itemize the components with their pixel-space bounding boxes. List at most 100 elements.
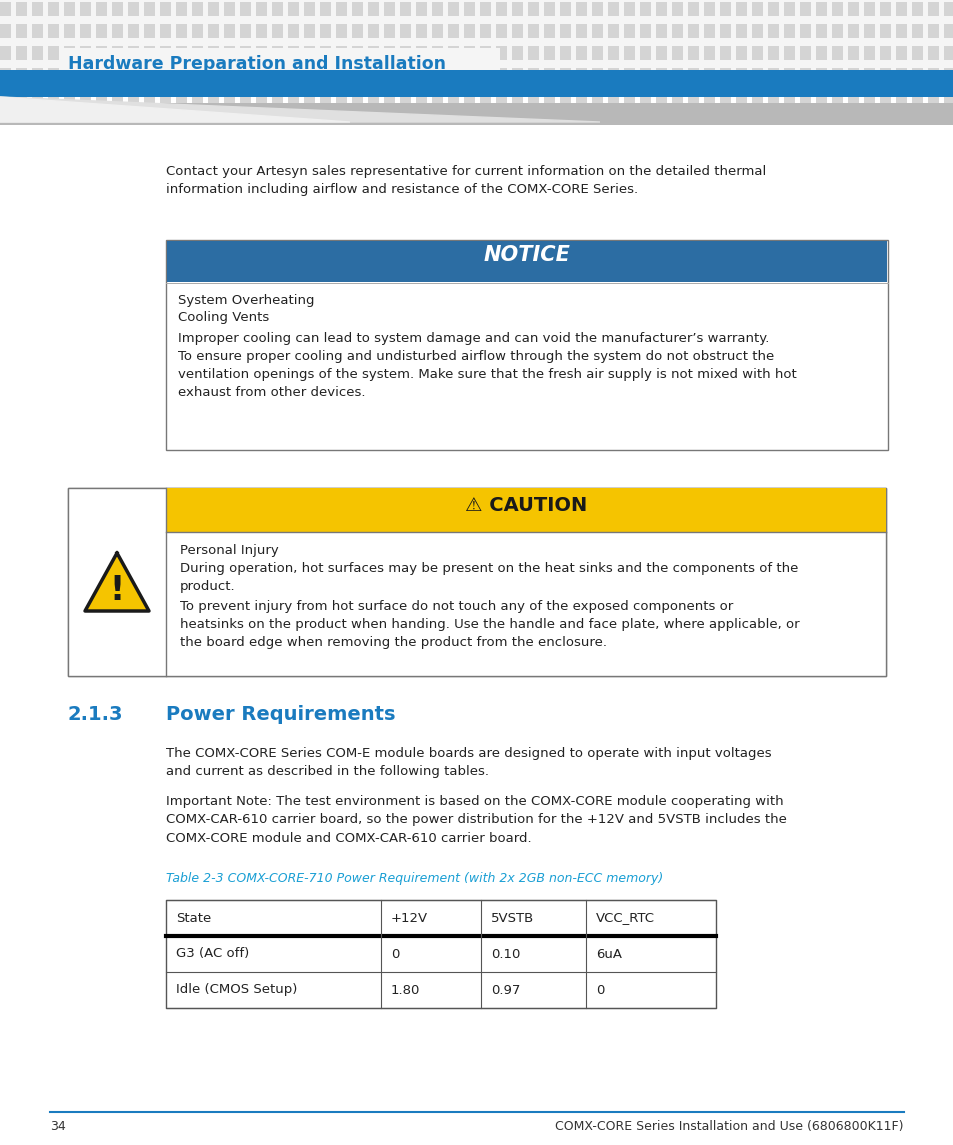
Bar xyxy=(703,24,714,38)
Text: ⚠ CAUTION: ⚠ CAUTION xyxy=(464,496,586,515)
Bar xyxy=(863,46,874,60)
Bar xyxy=(288,24,298,38)
Bar xyxy=(496,24,506,38)
Bar xyxy=(224,68,234,82)
Bar xyxy=(895,68,906,82)
Polygon shape xyxy=(0,97,599,123)
Bar xyxy=(879,46,890,60)
Bar xyxy=(559,68,571,82)
Bar xyxy=(416,90,427,104)
Bar xyxy=(623,2,635,16)
Bar xyxy=(543,24,555,38)
Bar xyxy=(48,24,59,38)
Bar xyxy=(783,68,794,82)
Bar xyxy=(32,2,43,16)
Bar xyxy=(160,90,171,104)
Bar xyxy=(783,24,794,38)
Bar xyxy=(735,68,746,82)
Bar xyxy=(335,68,347,82)
Bar xyxy=(128,24,139,38)
Bar xyxy=(463,46,475,60)
Bar xyxy=(0,0,953,95)
Bar xyxy=(160,68,171,82)
Bar xyxy=(175,46,187,60)
Bar xyxy=(208,68,219,82)
Bar xyxy=(112,68,123,82)
Text: VCC_RTC: VCC_RTC xyxy=(596,911,655,924)
Bar xyxy=(208,46,219,60)
Bar xyxy=(895,90,906,104)
Bar xyxy=(272,90,283,104)
Bar xyxy=(703,68,714,82)
Bar xyxy=(160,24,171,38)
Bar xyxy=(0,2,11,16)
Bar xyxy=(384,90,395,104)
Bar xyxy=(607,46,618,60)
Bar xyxy=(166,488,885,532)
Bar xyxy=(735,90,746,104)
Bar xyxy=(448,68,458,82)
Bar xyxy=(255,2,267,16)
Bar xyxy=(112,24,123,38)
Bar xyxy=(927,46,938,60)
Bar xyxy=(623,90,635,104)
Bar xyxy=(735,24,746,38)
Bar xyxy=(831,24,842,38)
Text: G3 (AC off): G3 (AC off) xyxy=(175,948,249,961)
Bar xyxy=(527,46,538,60)
Bar xyxy=(943,24,953,38)
Bar xyxy=(735,2,746,16)
Bar xyxy=(671,46,682,60)
Bar xyxy=(16,24,27,38)
Bar xyxy=(879,68,890,82)
Bar xyxy=(559,90,571,104)
Bar xyxy=(175,2,187,16)
Bar xyxy=(751,24,762,38)
Bar xyxy=(687,2,699,16)
Bar xyxy=(831,46,842,60)
Bar xyxy=(240,2,251,16)
Bar xyxy=(512,46,522,60)
Bar xyxy=(720,68,730,82)
Bar xyxy=(911,90,923,104)
Bar xyxy=(144,90,154,104)
Bar xyxy=(16,2,27,16)
Bar xyxy=(911,24,923,38)
Text: 6uA: 6uA xyxy=(596,948,621,961)
Bar xyxy=(576,24,586,38)
Bar xyxy=(687,90,699,104)
Bar xyxy=(448,90,458,104)
Bar xyxy=(319,68,331,82)
Bar xyxy=(863,24,874,38)
Text: 0.97: 0.97 xyxy=(491,984,519,996)
Text: NOTICE: NOTICE xyxy=(483,245,570,264)
Bar xyxy=(639,46,650,60)
Bar xyxy=(240,24,251,38)
Bar xyxy=(703,90,714,104)
Bar xyxy=(448,24,458,38)
Bar xyxy=(720,2,730,16)
Bar xyxy=(48,68,59,82)
Bar xyxy=(144,24,154,38)
Bar xyxy=(416,24,427,38)
Bar xyxy=(800,90,810,104)
Bar xyxy=(192,68,203,82)
Bar xyxy=(416,2,427,16)
Text: State: State xyxy=(175,911,211,924)
Bar xyxy=(592,68,602,82)
Bar xyxy=(288,46,298,60)
Bar xyxy=(800,46,810,60)
Bar xyxy=(783,90,794,104)
Bar xyxy=(927,24,938,38)
Bar xyxy=(272,68,283,82)
Bar xyxy=(255,24,267,38)
Bar xyxy=(751,2,762,16)
Bar xyxy=(128,46,139,60)
Bar xyxy=(607,2,618,16)
Bar xyxy=(463,90,475,104)
Bar xyxy=(656,24,666,38)
Bar xyxy=(288,2,298,16)
Bar xyxy=(512,2,522,16)
Bar xyxy=(623,68,635,82)
Bar xyxy=(352,90,363,104)
